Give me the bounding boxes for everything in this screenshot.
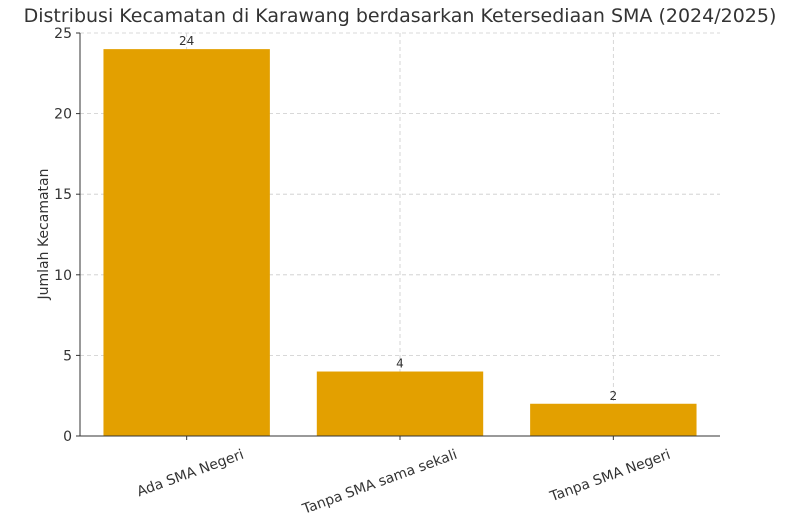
bar	[530, 403, 697, 436]
bar	[103, 49, 270, 437]
y-tick-label: 25	[54, 26, 72, 42]
data-label: 4	[396, 357, 404, 371]
x-tick-label: Tanpa SMA sama sekali	[300, 447, 460, 518]
y-tick-label: 15	[54, 187, 72, 203]
y-tick-label: 10	[54, 268, 72, 284]
data-label: 2	[610, 389, 618, 403]
chart-title: Distribusi Kecamatan di Karawang berdasa…	[24, 5, 777, 27]
y-tick-label: 20	[54, 107, 72, 123]
data-label: 24	[179, 34, 194, 48]
bar	[316, 371, 484, 436]
y-axis-label: Jumlah Kecamatan	[36, 169, 52, 301]
y-tick-label: 0	[63, 429, 72, 445]
y-tick-label: 5	[63, 348, 72, 364]
x-tick-label: Tanpa SMA Negeri	[547, 447, 673, 506]
x-tick-label: Ada SMA Negeri	[135, 447, 246, 501]
